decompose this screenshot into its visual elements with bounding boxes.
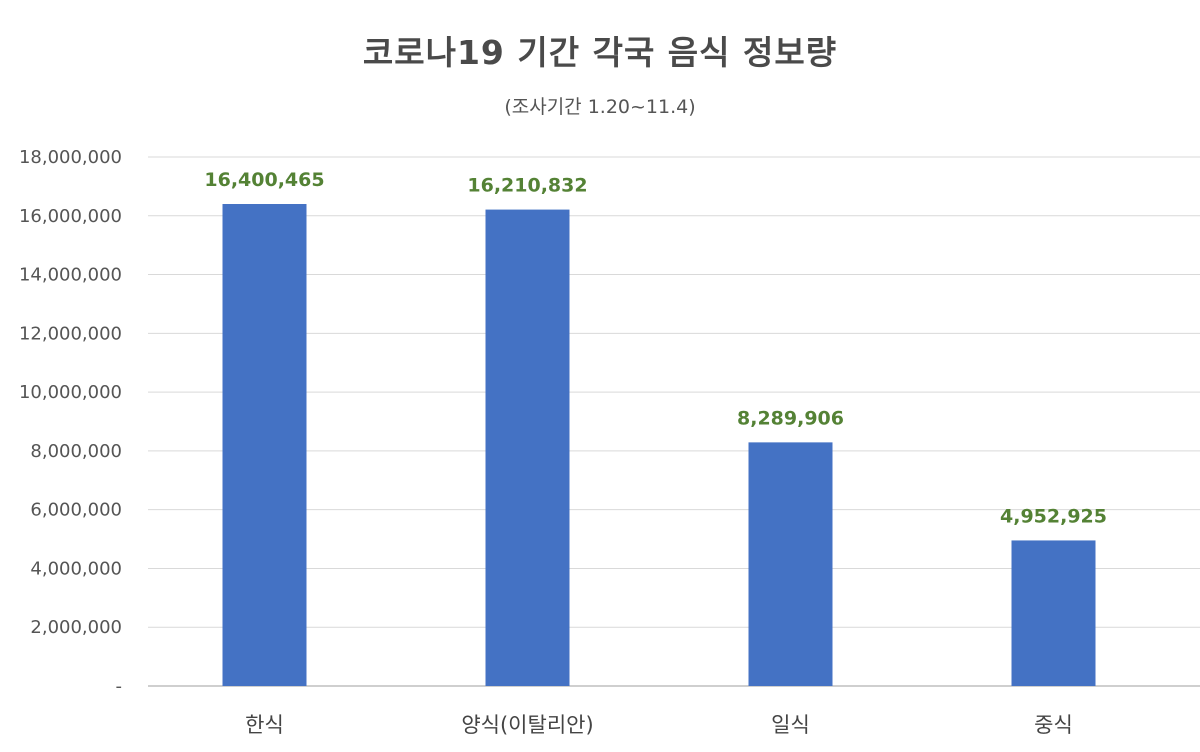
- x-category-label: 양식(이탈리안): [461, 713, 593, 737]
- y-tick-label: 6,000,000: [30, 500, 122, 521]
- y-tick-label: 12,000,000: [19, 323, 122, 344]
- y-tick-label: 10,000,000: [19, 382, 122, 403]
- data-label: 4,952,925: [1000, 505, 1107, 527]
- bar: [748, 442, 833, 686]
- y-tick-label: -: [116, 676, 123, 697]
- chart-title: 코로나19 기간 각국 음식 정보량: [362, 33, 838, 72]
- x-category-label: 일식: [771, 713, 810, 737]
- chart-subtitle: (조사기간 1.20~11.4): [504, 96, 696, 118]
- y-tick-label: 4,000,000: [30, 558, 122, 579]
- data-label: 8,289,906: [737, 407, 844, 429]
- y-tick-label: 8,000,000: [30, 441, 122, 462]
- x-category-label: 한식: [245, 713, 284, 737]
- bar: [222, 204, 307, 687]
- data-label: 16,400,465: [204, 169, 324, 191]
- bar: [485, 209, 570, 686]
- x-category-label: 중식: [1034, 713, 1073, 737]
- y-tick-label: 2,000,000: [30, 617, 122, 638]
- data-label: 16,210,832: [467, 175, 587, 197]
- y-tick-label: 14,000,000: [19, 265, 122, 286]
- bar: [1011, 540, 1096, 686]
- y-tick-label: 18,000,000: [19, 147, 122, 168]
- y-tick-label: 16,000,000: [19, 206, 122, 227]
